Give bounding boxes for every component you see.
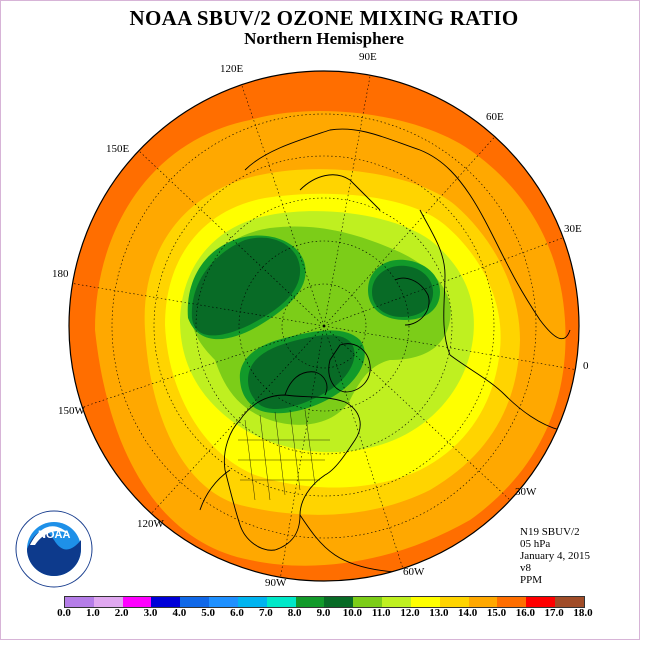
lon-label-90w: 90W <box>265 577 287 589</box>
info-units: PPM <box>520 574 543 586</box>
colorbar-segment <box>468 597 498 607</box>
colorbar-segment <box>122 597 152 607</box>
lon-label-0: 0 <box>583 360 589 372</box>
band-dark-green-east <box>372 265 434 317</box>
colorbar-tick-label: 6.0 <box>230 607 244 619</box>
colorbar <box>64 596 585 608</box>
political-boundaries <box>238 409 330 501</box>
colorbar-segment <box>209 597 238 607</box>
colorbar-segment <box>526 597 556 607</box>
colorbar-segment <box>497 597 527 607</box>
colorbar-tick-label: 4.0 <box>172 607 187 619</box>
figure-frame <box>0 0 640 640</box>
band-dark-green-west <box>191 237 301 336</box>
colorbar-tick-label: 8.0 <box>287 607 302 619</box>
lon-label-150e: 150E <box>106 143 130 155</box>
lon-label-90e: 90E <box>359 51 377 63</box>
lon-label-60e: 60E <box>486 111 504 123</box>
colorbar-tick-label: 11.0 <box>371 607 391 619</box>
colorbar-tick-label: 13.0 <box>429 607 449 619</box>
colorbar-tick-label: 9.0 <box>316 607 331 619</box>
colorbar-segment <box>65 597 94 607</box>
latitude-circles <box>111 113 537 539</box>
coastlines <box>199 128 571 573</box>
colorbar-segment <box>295 597 325 607</box>
colorbar-segment <box>324 597 354 607</box>
meridians <box>69 71 579 581</box>
map-border <box>68 70 580 582</box>
colorbar-tick-label: 16.0 <box>515 607 535 619</box>
colorbar-segment <box>353 597 383 607</box>
colorbar-segment <box>266 597 296 607</box>
colorbar-segment <box>410 597 440 607</box>
colorbar-segment <box>439 597 469 607</box>
colorbar-segment <box>180 597 210 607</box>
lon-label-30w: 30W <box>515 486 537 498</box>
colorbar-tick-label: 3.0 <box>143 607 158 619</box>
colorbar-segment <box>237 597 267 607</box>
info-level: 05 hPa <box>520 538 551 550</box>
lon-label-150w: 150W <box>58 405 85 417</box>
noaa-logo <box>15 510 93 588</box>
colorbar-segment <box>382 597 411 607</box>
colorbar-segment <box>93 597 123 607</box>
noaa-logo-label: NOAA <box>38 529 71 541</box>
colorbar-tick-label: 0.0 <box>57 607 71 619</box>
colorbar-segment <box>555 597 584 607</box>
colorbar-segment <box>151 597 181 607</box>
colorbar-tick-label: 2.0 <box>114 607 129 619</box>
colorbar-tick-label: 1.0 <box>85 607 100 619</box>
colorbar-tick-label: 5.0 <box>201 607 216 619</box>
info-satellite: N19 SBUV/2 <box>520 526 580 538</box>
lon-label-60w: 60W <box>403 566 425 578</box>
colorbar-tick-label: 18.0 <box>573 607 593 619</box>
info-date: January 4, 2015 <box>520 550 590 562</box>
lon-label-180: 180 <box>52 268 69 280</box>
page-subtitle: Northern Hemisphere <box>244 29 404 48</box>
colorbar-tick-label: 14.0 <box>458 607 478 619</box>
lon-label-120w: 120W <box>137 518 164 530</box>
colorbar-tick-label: 17.0 <box>544 607 564 619</box>
colorbar-tick-label: 12.0 <box>400 607 420 619</box>
info-version: v8 <box>520 562 531 574</box>
lon-label-120e: 120E <box>220 63 244 75</box>
lon-label-30e: 30E <box>564 223 582 235</box>
colorbar-tick-label: 7.0 <box>258 607 273 619</box>
page-title: NOAA SBUV/2 OZONE MIXING RATIO <box>129 6 519 30</box>
colorbar-tick-label: 10.0 <box>342 607 362 619</box>
colorbar-tick-label: 15.0 <box>486 607 507 619</box>
band-dark-green-south <box>248 335 355 410</box>
